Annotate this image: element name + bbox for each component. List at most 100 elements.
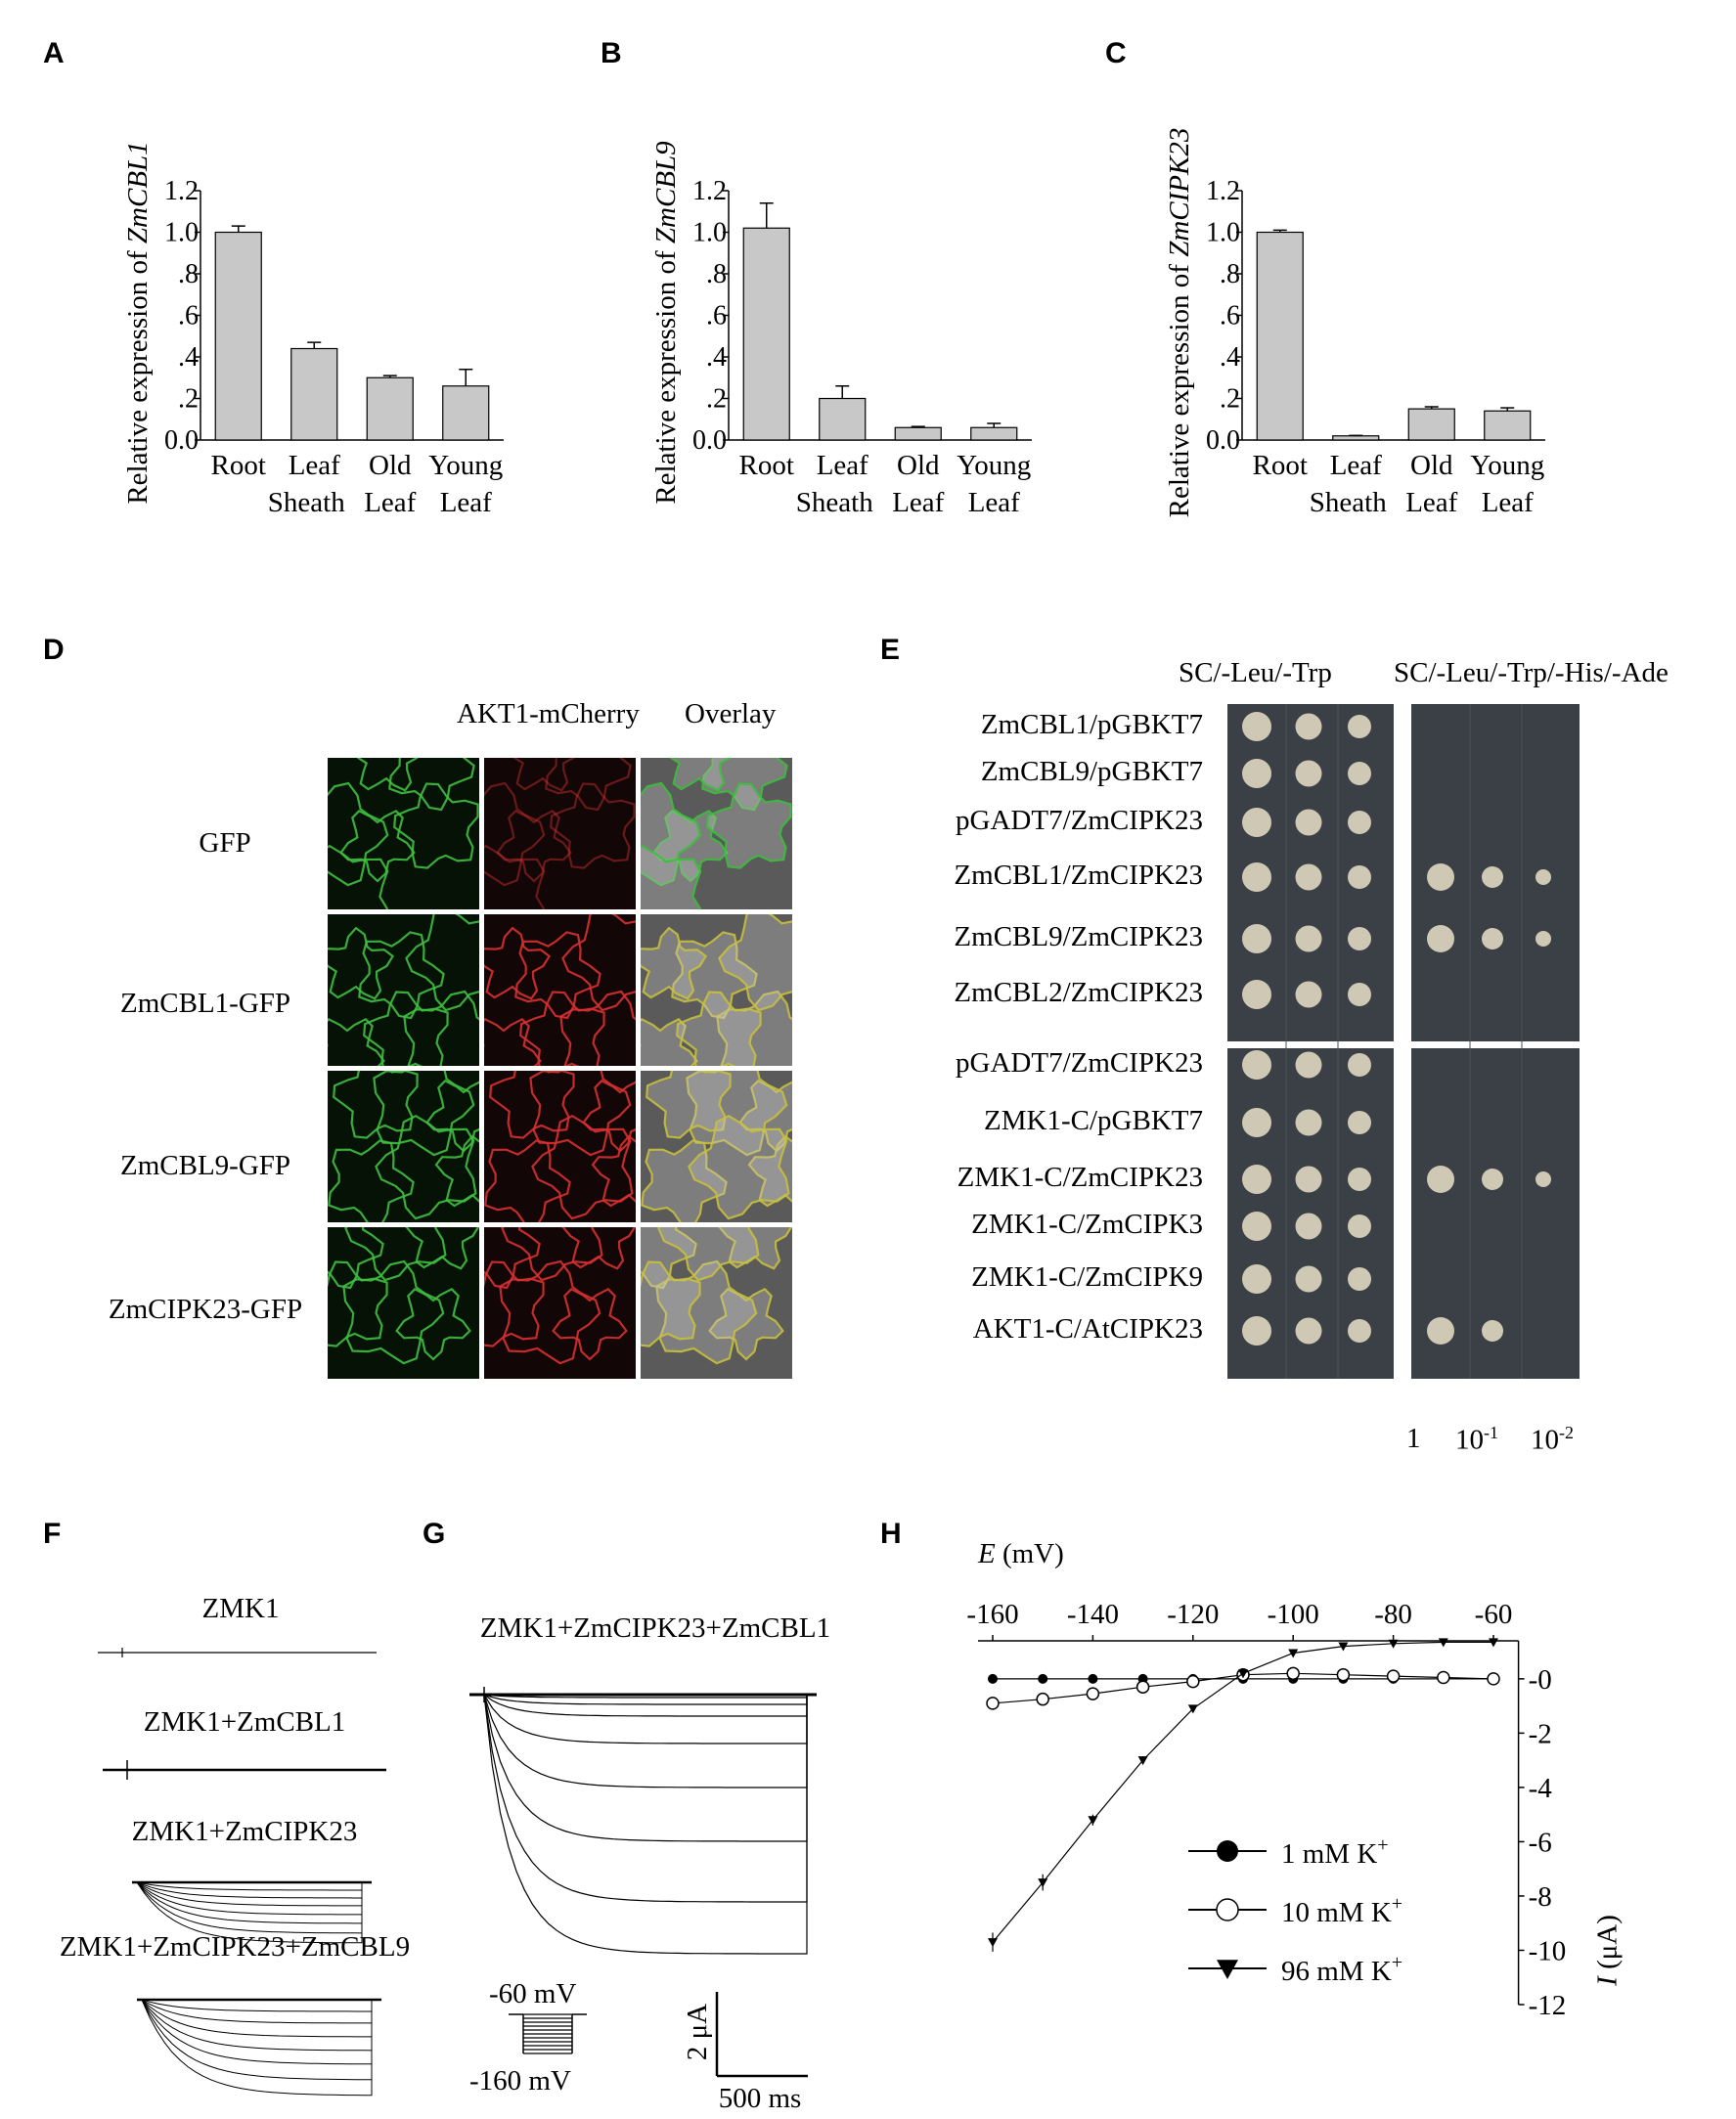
yeast-colony (1536, 1171, 1551, 1187)
data-point (1187, 1704, 1198, 1714)
y-tick-label: .8 (178, 259, 199, 289)
micrograph-grid (328, 758, 802, 1382)
panel-f-traces: ZMK1 ZMK1+ZmCBL1 ZMK1+ZmCIPK23 ZMK1+ZmCIPK2… (60, 1593, 410, 2097)
category-label: Leaf (1330, 450, 1382, 481)
yeast-colony (1536, 869, 1551, 885)
y-tick-label: -2 (1529, 1718, 1552, 1749)
bar-3 (1484, 410, 1532, 441)
y-tick-label: 1.2 (1206, 176, 1240, 206)
x-tick-label: -100 (1268, 1599, 1319, 1630)
yeast-colony (1295, 1265, 1322, 1293)
data-point (1137, 1756, 1148, 1766)
current-trace (136, 1881, 363, 1899)
current-trace (141, 1999, 373, 2012)
legend-label: 96 mM K+ (1281, 1952, 1402, 1987)
data-point (1386, 1669, 1401, 1683)
y-tick-label: .6 (706, 301, 727, 331)
bar-chart-a: 0.0 .2 .4 .6 .8 1.0 1.2 Root Leaf Old Young Sheath L… (122, 141, 504, 518)
plate-row-label: ZMK1-C/ZmCIPK23 (957, 1162, 1203, 1193)
plate-row-label: ZmCBL9/pGBKT7 (980, 756, 1203, 787)
current-trace (141, 1999, 373, 2081)
yeast-plates (1227, 704, 1580, 1379)
panel-label-f: F (43, 1518, 62, 1550)
yeast-colony (1348, 983, 1371, 1006)
data-point (988, 1673, 998, 1684)
yeast-colony (1295, 925, 1322, 952)
current-trace (483, 1694, 808, 1699)
micrograph-overlay-row3 (641, 1071, 792, 1222)
row-label-zmcbl1-gfp: ZmCBL1-GFP (119, 988, 291, 1019)
y-tick-label: .6 (1220, 301, 1240, 331)
yeast-colony (1295, 863, 1322, 891)
data-point (1487, 1672, 1500, 1686)
bar-2 (1407, 408, 1455, 441)
panel-label-a: A (43, 37, 65, 69)
current-trace (136, 1881, 363, 1944)
scale-current-label: 2 μA (682, 2004, 713, 2060)
yeast-colony (1427, 1317, 1454, 1345)
col-header-mcherry: AKT1-mCherry (457, 698, 640, 729)
yeast-colony (1482, 1169, 1503, 1190)
yeast-colony (1242, 1316, 1271, 1346)
trace-title: ZMK1+ZmCIPK23 (132, 1816, 358, 1847)
y-axis-label: I (μA) (1592, 1915, 1624, 1987)
data-point (1338, 1642, 1349, 1652)
micrograph-gfp-row4 (328, 1227, 479, 1379)
data-point (986, 1697, 1000, 1710)
yeast-colony (1348, 865, 1371, 889)
yeast-colony (1242, 924, 1271, 953)
category-label-2: Leaf (968, 487, 1020, 518)
trace-title: ZMK1+ZmCBL1 (144, 1706, 345, 1738)
y-tick-label: -0 (1529, 1664, 1552, 1696)
category-label: Old (369, 450, 412, 481)
current-trace (136, 1881, 363, 1907)
y-axis-label: Relative expression of ZmCBL1 (122, 141, 154, 504)
header-sc-leu-trp: SC/-Leu/-Trp (1179, 657, 1332, 688)
bar-2 (366, 376, 414, 441)
plate-row-label: AKT1-C/AtCIPK23 (972, 1313, 1203, 1345)
data-point (1217, 1960, 1238, 1979)
bar-chart-b: 0.0 .2 .4 .6 .8 1.0 1.2 Root Leaf Old Young Sheath L… (650, 141, 1032, 518)
y-tick-label: .8 (706, 259, 727, 289)
micrograph-overlay-row2 (641, 914, 792, 1066)
data-point (1036, 1692, 1049, 1706)
y-tick-label: .4 (178, 342, 199, 373)
current-trace (483, 1694, 808, 1955)
category-label-2: Leaf (440, 487, 492, 518)
yeast-colony (1295, 760, 1322, 787)
yeast-colony (1348, 811, 1371, 834)
yeast-colony (1242, 759, 1271, 788)
bar-1 (290, 347, 338, 441)
data-point (1038, 1878, 1048, 1888)
category-label: Old (897, 450, 940, 481)
dilution-labels: 1 10-1 10-2 (880, 1423, 1731, 1472)
micrograph-overlay-row4 (641, 1227, 792, 1379)
y-axis-label: Relative expression of ZmCBL9 (650, 141, 682, 505)
data-point (1288, 1649, 1299, 1658)
current-trace (483, 1694, 808, 1788)
y-tick-label: 1.0 (164, 218, 199, 248)
x-tick-label: -60 (1475, 1599, 1513, 1630)
yeast-colony (1242, 1264, 1271, 1294)
yeast-colony (1242, 862, 1271, 892)
micrograph-mcherry-row1 (484, 758, 636, 909)
current-trace (136, 1881, 363, 1891)
yeast-colony (1242, 712, 1271, 741)
current-trace (483, 1694, 808, 1744)
yeast-colony (1427, 1166, 1454, 1193)
dilution-1: 1 (1406, 1423, 1421, 1454)
yeast-colony (1295, 809, 1322, 836)
y-tick-label: .8 (1220, 259, 1240, 289)
bar-chart-c: 0.0 .2 .4 .6 .8 1.0 1.2 Root Leaf Old Young Sheath L… (1164, 128, 1545, 518)
yeast-colony (1295, 1317, 1322, 1345)
panel-label-c: C (1105, 37, 1127, 69)
data-point (1186, 1674, 1200, 1689)
bar-1 (819, 397, 867, 441)
yeast-colony (1348, 1053, 1371, 1077)
trace-title-g: ZMK1+ZmCIPK23+ZmCBL1 (480, 1612, 830, 1644)
current-trace (136, 1881, 363, 1916)
yeast-colony (1295, 1213, 1322, 1240)
micrograph-overlay-row1 (641, 758, 792, 909)
current-trace (141, 1999, 373, 2052)
data-point (1238, 1669, 1248, 1679)
